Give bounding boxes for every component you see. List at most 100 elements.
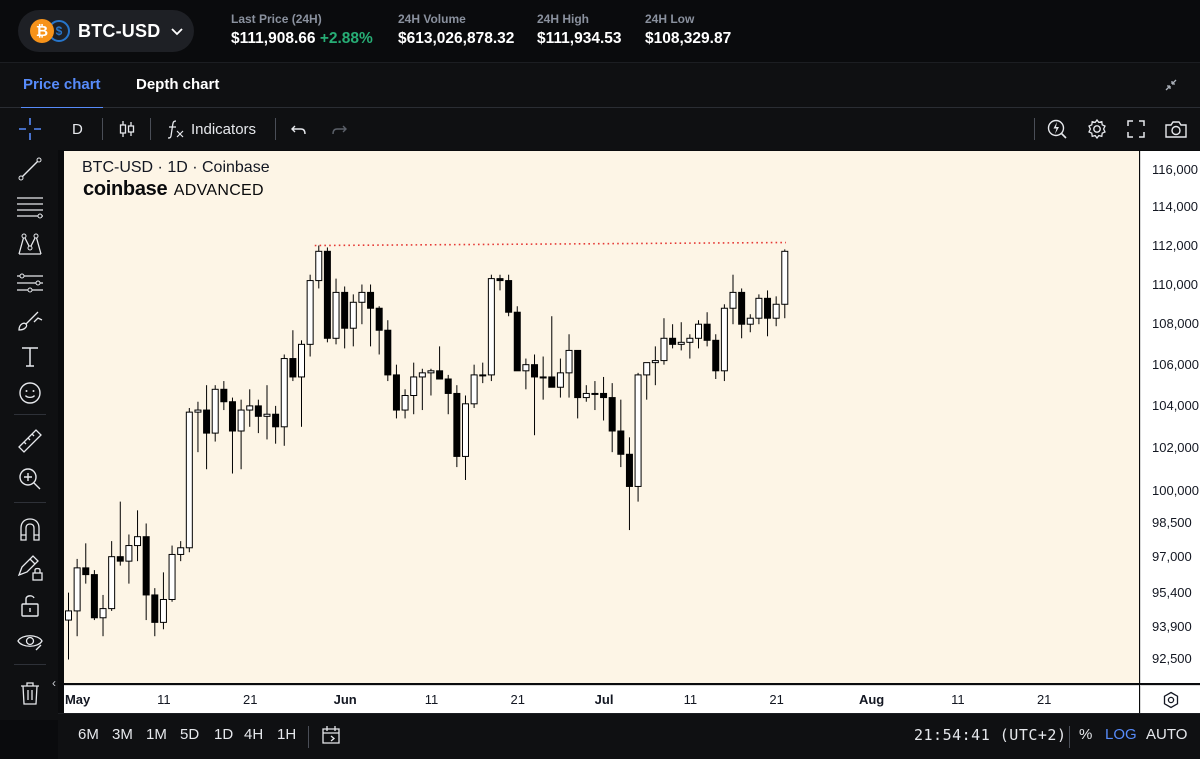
clock-timezone[interactable]: 21:54:41 (UTC+2): [914, 726, 1067, 744]
price-tick-label: 92,500: [1152, 651, 1192, 667]
candle-body-up: [315, 250, 323, 282]
candle-body-down: [151, 594, 159, 623]
axis-settings-button[interactable]: [1140, 685, 1200, 713]
collapse-toolbar-arrow-icon[interactable]: ‹: [52, 676, 56, 690]
candle-body-down: [90, 574, 98, 619]
unlock-icon: [21, 595, 39, 617]
candle-body-up: [660, 337, 668, 362]
price-chart-canvas[interactable]: BTC-USD · 1D · Coinbase coinbase ADVANCE…: [64, 151, 1139, 683]
range-6m[interactable]: 6M: [78, 726, 99, 743]
last-price-value: $111,908.66: [231, 30, 316, 47]
candle-body-up: [168, 553, 176, 600]
collapse-icon[interactable]: [1164, 78, 1178, 92]
tools-divider: [14, 664, 46, 665]
magnet-icon: [20, 518, 40, 541]
text-tool[interactable]: [15, 342, 45, 372]
candle-body-up: [746, 317, 754, 325]
range-1h[interactable]: 1H: [277, 726, 297, 743]
pattern-tool[interactable]: [15, 230, 45, 260]
candle-body-up: [263, 413, 271, 417]
chevron-down-icon: [171, 28, 184, 36]
trend-line-tool[interactable]: [15, 154, 45, 184]
candle-body-down: [272, 413, 280, 428]
chart-title: BTC-USD · 1D · Coinbase: [82, 159, 270, 176]
candle-type-button[interactable]: [118, 108, 136, 150]
toolbar-divider: [102, 118, 103, 140]
candle-body-up: [427, 370, 435, 374]
tab-price-chart[interactable]: Price chart: [21, 76, 103, 109]
candle-body-up: [358, 291, 366, 303]
candlestick-icon: [119, 121, 135, 137]
candle-body-up: [634, 374, 642, 487]
lock-drawings-tool[interactable]: [15, 552, 45, 582]
percent-scale-toggle[interactable]: %: [1079, 726, 1093, 743]
lightning-search-icon: [1047, 119, 1067, 139]
tab-depth-chart[interactable]: Depth chart: [136, 76, 220, 93]
zoom-tool[interactable]: [15, 464, 45, 494]
delete-drawings-tool[interactable]: [15, 678, 45, 708]
candle-body-down: [600, 392, 608, 399]
stat-label: 24H High: [537, 12, 590, 26]
visibility-tool[interactable]: [15, 626, 45, 656]
calendar-icon: [322, 726, 340, 744]
brand-name: coinbase: [83, 178, 168, 200]
price-tick-label: 104,000: [1152, 397, 1199, 413]
time-tick-label: Jun: [333, 692, 357, 707]
price-tick-label: 106,000: [1152, 356, 1199, 372]
range-1m[interactable]: 1M: [146, 726, 167, 743]
unlock-tool[interactable]: [15, 590, 45, 620]
candle-body-up: [349, 301, 357, 329]
indicators-button[interactable]: Indicators: [166, 108, 256, 150]
redo-button[interactable]: [330, 108, 348, 150]
log-scale-toggle[interactable]: LOG: [1105, 726, 1137, 743]
time-tick-label: 11: [424, 692, 439, 707]
candle-body-down: [764, 297, 772, 319]
candle-body-up: [99, 608, 107, 619]
toolbar-divider: [1034, 118, 1035, 140]
stat-low: 24H Low $108,329.87: [645, 12, 731, 48]
magnet-tool[interactable]: [15, 514, 45, 544]
brush-tool[interactable]: [15, 306, 45, 336]
stat-label: 24H Volume: [398, 12, 466, 26]
candle-body-up: [134, 536, 142, 547]
toolbar-divider: [150, 118, 151, 140]
candle-body-up: [556, 372, 564, 388]
crosshair-tool[interactable]: [15, 114, 45, 144]
date-range-button[interactable]: [320, 724, 342, 750]
measure-tool[interactable]: [15, 426, 45, 456]
undo-button[interactable]: [290, 108, 308, 150]
range-5d[interactable]: 5D: [180, 726, 200, 743]
screenshot-button[interactable]: [1164, 108, 1188, 150]
interval-button[interactable]: D: [72, 120, 83, 138]
settings-button[interactable]: [1086, 108, 1108, 150]
time-tick-label: 11: [683, 692, 698, 707]
candle-body-up: [582, 392, 590, 399]
price-tick-label: 102,000: [1152, 439, 1199, 455]
emoji-tool[interactable]: [15, 378, 45, 408]
candle-body-up: [237, 409, 245, 432]
fullscreen-button[interactable]: [1126, 108, 1146, 150]
pattern-icon: [18, 233, 42, 255]
candle-body-down: [513, 311, 521, 372]
stat-last-price: Last Price (24H) $111,908.66 +2.88%: [231, 12, 373, 48]
pair-selector[interactable]: ₿ $ BTC-USD: [18, 10, 194, 52]
crosshair-icon: [19, 118, 41, 140]
tools-divider: [14, 502, 46, 503]
range-4h[interactable]: 4H: [244, 726, 264, 743]
candle-body-down: [496, 278, 504, 282]
chart-tabs: Price chart Depth chart: [0, 62, 1200, 109]
range-1d[interactable]: 1D: [214, 726, 234, 743]
price-axis[interactable]: 116,000 114,000 112,000 110,000 108,000 106,0…: [1140, 151, 1200, 683]
quick-search-button[interactable]: [1046, 108, 1068, 150]
time-axis[interactable]: May 11 21 Jun 11 21 Jul 11 21 Aug 11 21: [64, 685, 1139, 713]
candle-body-up: [479, 374, 487, 377]
fib-retracement-tool[interactable]: [15, 192, 45, 222]
undo-icon: [291, 125, 306, 135]
auto-scale-toggle[interactable]: AUTO: [1146, 726, 1188, 743]
range-3m[interactable]: 3M: [112, 726, 133, 743]
time-tick-label: 21: [1036, 692, 1052, 707]
candle-body-down: [574, 349, 582, 399]
toolbar-divider: [275, 118, 276, 140]
projection-tool[interactable]: [15, 268, 45, 298]
gear-icon: [1088, 118, 1106, 140]
